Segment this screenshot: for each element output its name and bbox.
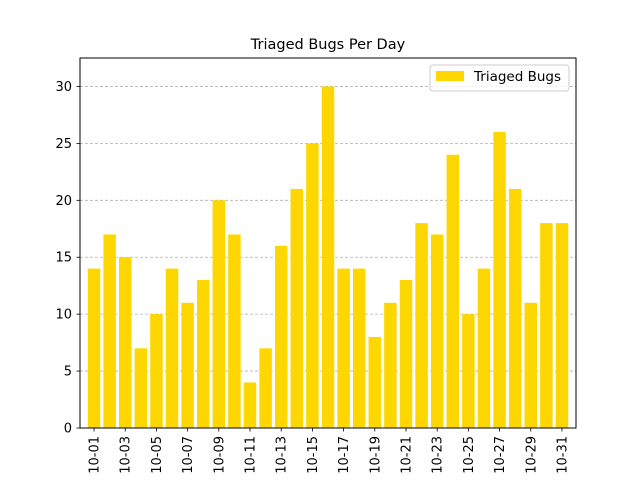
bar-10-18 [352, 268, 366, 428]
y-tick-label: 30 [55, 80, 72, 95]
x-tick-label: 10-05 [150, 436, 165, 474]
x-tick-label: 10-07 [181, 436, 196, 474]
x-tick-label: 10-17 [337, 436, 352, 474]
x-tick-label: 10-31 [555, 436, 570, 474]
bar-10-03 [118, 257, 132, 428]
bar-10-08 [196, 280, 210, 428]
legend-swatch [436, 71, 464, 81]
bar-10-14 [290, 188, 304, 428]
bar-10-28 [508, 188, 522, 428]
x-tick-label: 10-09 [212, 436, 227, 474]
x-tick-label: 10-21 [399, 436, 414, 474]
bar-10-29 [524, 302, 538, 428]
bar-10-13 [274, 245, 288, 428]
plot-frame [79, 57, 577, 429]
x-tick-label: 10-23 [431, 436, 446, 474]
bar-10-05 [150, 314, 163, 428]
x-tick-label: 10-19 [368, 436, 383, 474]
x-axis: 10-01 10-03 10-05 10-07 10-09 10-11 10-13 10-15… [88, 428, 570, 474]
chart-title: Triaged Bugs Per Day [250, 37, 406, 53]
bar-10-22 [415, 223, 428, 428]
legend-box [429, 64, 570, 92]
bar-10-27 [493, 132, 506, 428]
y-tick-label: 15 [55, 251, 72, 266]
bars [87, 86, 569, 428]
bar-10-15 [306, 143, 319, 428]
x-tick-label: 10-29 [524, 436, 539, 474]
bar-10-11 [243, 382, 257, 428]
bar-10-23 [430, 234, 444, 428]
bar-10-10 [228, 234, 241, 428]
y-tick-label: 0 [64, 422, 72, 437]
bar-10-31 [555, 223, 569, 428]
bar-10-17 [337, 268, 350, 428]
bar-10-21 [399, 280, 413, 428]
bar-10-30 [540, 223, 553, 428]
x-tick-label: 10-25 [462, 436, 477, 474]
legend: Triaged Bugs [429, 64, 570, 92]
bar-10-01 [87, 268, 101, 428]
bar-10-24 [446, 154, 460, 428]
bar-10-20 [384, 302, 397, 428]
y-tick-label: 5 [64, 365, 72, 380]
x-tick-label: 10-01 [88, 436, 103, 474]
y-tick-label: 25 [55, 137, 72, 152]
bar-10-16 [321, 86, 335, 428]
bar-10-07 [181, 302, 194, 428]
y-tick-label: 10 [55, 308, 72, 323]
bar-10-19 [368, 336, 382, 428]
x-tick-label: 10-11 [244, 436, 259, 474]
bar-10-04 [134, 348, 148, 428]
x-tick-label: 10-15 [306, 436, 321, 474]
bar-10-26 [477, 268, 491, 428]
bar-10-12 [259, 348, 272, 428]
bar-10-06 [165, 268, 179, 428]
bar-10-09 [212, 200, 226, 428]
x-tick-label: 10-27 [493, 436, 508, 474]
y-axis: 0 5 10 15 20 25 30 [55, 80, 80, 437]
bar-10-25 [462, 314, 475, 428]
bar-10-02 [103, 234, 116, 428]
x-tick-label: 10-13 [275, 436, 290, 474]
legend-label: Triaged Bugs [473, 69, 561, 85]
y-tick-label: 20 [55, 194, 72, 209]
x-tick-label: 10-03 [119, 436, 134, 474]
